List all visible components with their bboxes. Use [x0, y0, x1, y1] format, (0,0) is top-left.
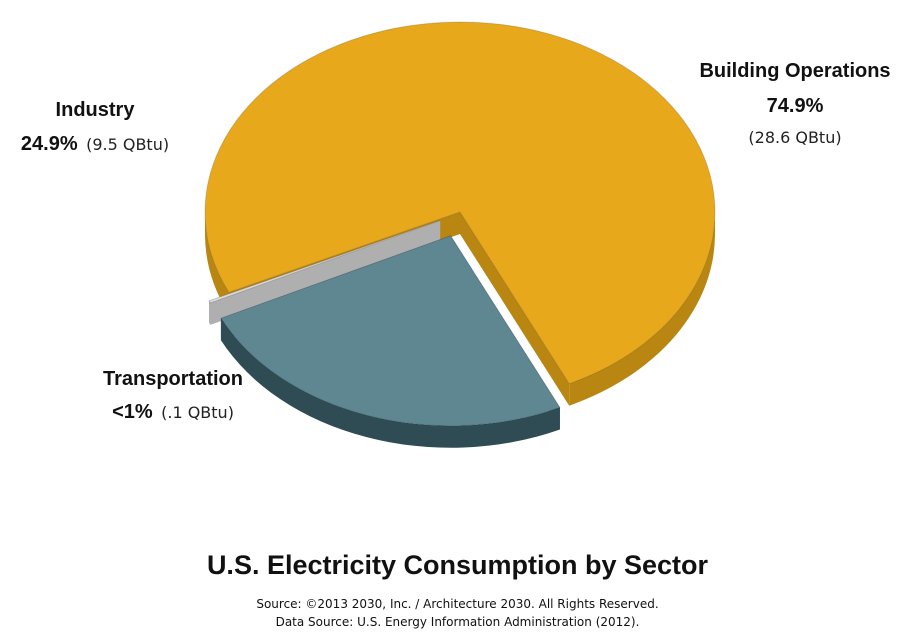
slice-building-operations [204, 21, 716, 385]
slice-transportation [208, 220, 441, 304]
value-building-operations: (28.6 QBtu) [748, 128, 841, 147]
slice-group-transportation [208, 220, 441, 325]
label-industry: Industry [56, 99, 136, 121]
label-building-operations: Building Operations [699, 60, 890, 82]
percent-industry: 24.9% [21, 133, 78, 155]
value-transportation: (.1 QBtu) [161, 403, 234, 422]
value-industry: (9.5 QBtu) [86, 135, 169, 154]
slice-industry [220, 235, 561, 427]
label-transportation: Transportation [103, 368, 243, 390]
chart-title: U.S. Electricity Consumption by Sector [206, 550, 709, 580]
data-source-credit: Data Source: U.S. Energy Information Adm… [275, 615, 640, 629]
slice-side-transportation [209, 300, 211, 325]
percent-transportation: <1% [112, 401, 153, 423]
slice-cut-face-transportation-1 [209, 220, 441, 323]
industry-figures: 24.9% (9.5 QBtu) [21, 133, 169, 155]
slice-side-industry [220, 318, 560, 448]
source-credit: Source: ©2013 2030, Inc. / Architecture … [256, 597, 659, 611]
percent-building-operations: 74.9% [767, 95, 824, 117]
slice-cut-face-building-operations-1 [460, 212, 570, 406]
slice-group-industry [220, 235, 561, 448]
transportation-figures: <1% (.1 QBtu) [112, 401, 234, 423]
